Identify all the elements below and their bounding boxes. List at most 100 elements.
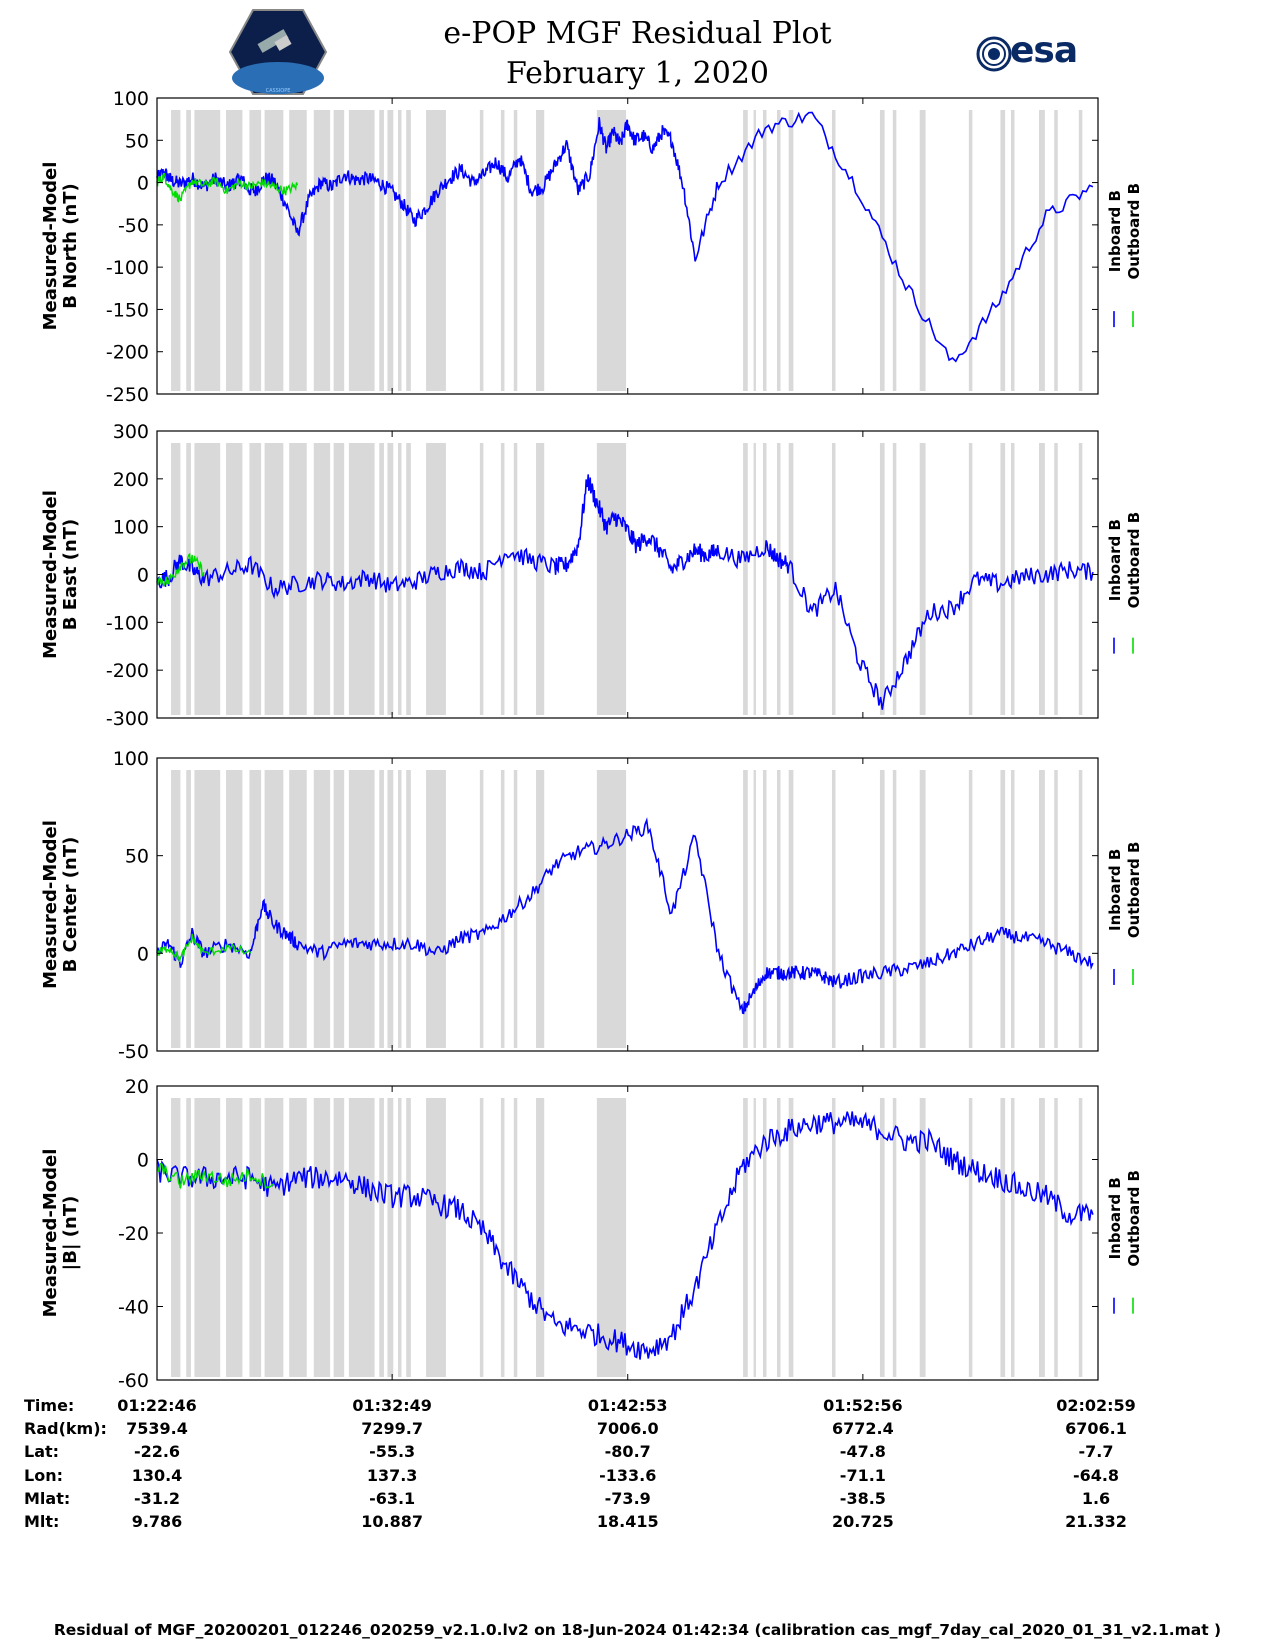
- shaded-interval: [788, 110, 794, 391]
- legend-label: Inboard B: [1106, 849, 1124, 931]
- shaded-interval: [1000, 770, 1006, 1048]
- table-cell: -38.5: [839, 1488, 886, 1508]
- shaded-interval: [313, 1098, 331, 1377]
- shaded-interval: [919, 1098, 926, 1377]
- y-tick-label: 300: [113, 421, 149, 443]
- shaded-interval: [777, 1098, 781, 1377]
- table-cell: 137.3: [366, 1465, 418, 1485]
- shaded-interval: [919, 110, 926, 391]
- shaded-interval: [762, 443, 767, 715]
- shaded-interval: [1010, 1098, 1015, 1377]
- table-row-label: Lat:: [24, 1442, 60, 1462]
- shaded-interval: [249, 770, 262, 1048]
- table-cell: 6772.4: [831, 1419, 894, 1439]
- y-tick-label: -300: [106, 708, 149, 730]
- table-row-label: Lon:: [24, 1465, 63, 1485]
- shaded-interval: [387, 770, 394, 1048]
- y-tick-label: 100: [113, 748, 149, 770]
- shaded-interval: [1010, 770, 1015, 1048]
- table-cell: 21.332: [1065, 1512, 1127, 1531]
- shaded-interval: [333, 443, 345, 715]
- shaded-interval: [289, 443, 307, 715]
- shaded-interval: [1054, 443, 1058, 715]
- shaded-interval: [892, 1098, 897, 1377]
- shaded-interval: [762, 770, 767, 1048]
- shaded-interval: [171, 443, 181, 715]
- shaded-interval: [831, 443, 836, 715]
- table-cell: -80.7: [604, 1442, 651, 1462]
- legend-label: Outboard B: [1125, 512, 1143, 609]
- y-tick-label: -200: [106, 660, 149, 682]
- table-row-label: Rad(km):: [24, 1419, 107, 1439]
- shaded-interval: [743, 443, 748, 715]
- shaded-interval: [968, 770, 973, 1048]
- shaded-interval: [426, 1098, 446, 1377]
- shaded-interval: [387, 443, 394, 715]
- table-cell: -63.1: [369, 1488, 416, 1508]
- shaded-interval: [1054, 110, 1058, 391]
- shaded-interval: [596, 110, 627, 391]
- shaded-interval: [479, 770, 484, 1048]
- table-cell: 01:32:49: [352, 1396, 432, 1415]
- shaded-interval: [397, 443, 402, 715]
- shaded-interval: [1000, 443, 1006, 715]
- y-tick-label: -250: [106, 384, 149, 406]
- shaded-interval: [753, 1098, 756, 1377]
- table-row-label: Mlat:: [24, 1488, 71, 1508]
- shaded-interval: [596, 443, 627, 715]
- table-cell: 7539.4: [126, 1419, 188, 1439]
- series-line-outboard: [156, 933, 252, 963]
- shaded-interval: [426, 110, 446, 391]
- shaded-interval: [171, 1098, 181, 1377]
- shaded-interval: [249, 443, 262, 715]
- shaded-interval: [379, 1098, 384, 1377]
- shaded-interval: [1039, 443, 1045, 715]
- shaded-interval: [186, 770, 191, 1048]
- shaded-interval: [226, 770, 243, 1048]
- y-tick-label: 200: [113, 469, 149, 491]
- shaded-interval: [596, 1098, 627, 1377]
- shaded-interval: [536, 443, 545, 715]
- shaded-interval: [348, 110, 375, 391]
- shaded-interval: [1039, 1098, 1045, 1377]
- shaded-interval: [536, 1098, 545, 1377]
- y-tick-label: -100: [106, 612, 149, 634]
- shaded-interval: [753, 110, 756, 391]
- table-row-label: Mlt:: [24, 1512, 60, 1531]
- shaded-interval: [788, 770, 794, 1048]
- shaded-interval: [596, 770, 627, 1048]
- series-line-inboard: [156, 817, 1094, 1015]
- y-tick-label: 20: [125, 1076, 149, 1098]
- y-tick-label: 50: [125, 846, 149, 868]
- shaded-interval: [313, 110, 331, 391]
- shaded-interval: [879, 770, 885, 1048]
- y-tick-label: 0: [137, 173, 149, 195]
- shaded-interval: [513, 443, 518, 715]
- shaded-interval: [536, 770, 545, 1048]
- shaded-interval: [379, 443, 384, 715]
- shaded-interval: [500, 770, 505, 1048]
- shaded-interval: [753, 443, 756, 715]
- shaded-interval: [968, 1098, 973, 1377]
- y-tick-label: -200: [106, 342, 149, 364]
- shaded-interval: [226, 110, 243, 391]
- shaded-interval: [777, 443, 781, 715]
- shaded-interval: [264, 110, 284, 391]
- shaded-interval: [194, 1098, 221, 1377]
- table-cell: 7006.0: [596, 1419, 659, 1439]
- table-cell: 01:52:56: [823, 1396, 903, 1415]
- shaded-interval: [892, 110, 897, 391]
- shaded-interval: [313, 770, 331, 1048]
- shaded-interval: [831, 1098, 836, 1377]
- esa-logo-text: esa: [1010, 30, 1078, 71]
- table-cell: 10.887: [361, 1512, 423, 1531]
- shaded-interval: [348, 770, 375, 1048]
- y-tick-label: 0: [137, 1150, 149, 1172]
- y-axis-label: B East (nT): [60, 519, 81, 631]
- series-line-outboard: [156, 1162, 275, 1191]
- y-tick-label: -50: [118, 1041, 149, 1063]
- shaded-interval: [387, 1098, 394, 1377]
- table-cell: -47.8: [839, 1442, 886, 1462]
- shaded-interval: [348, 1098, 375, 1377]
